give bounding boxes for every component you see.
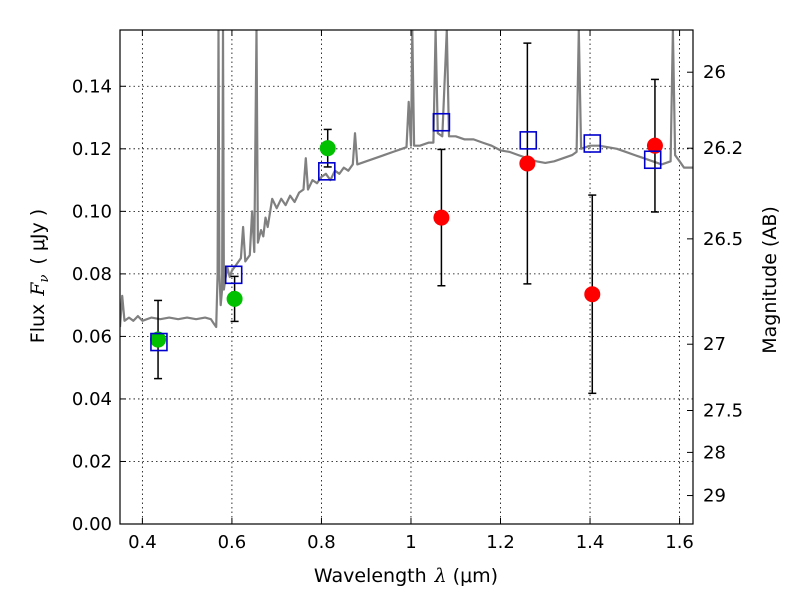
- right-tick-label: 26.2: [703, 138, 743, 159]
- data-point: [150, 331, 167, 348]
- model-point: [643, 150, 662, 170]
- y-tick-label: 0.08: [72, 264, 112, 285]
- y-tick-label: 0.06: [72, 326, 112, 347]
- model-point: [318, 162, 336, 181]
- model-point: [150, 332, 168, 352]
- right-tick-label: 29: [703, 486, 726, 507]
- right-tick-label: 26: [703, 62, 726, 83]
- right-tick-label: 27: [703, 334, 726, 355]
- y-tick-label: 0.12: [72, 139, 112, 160]
- x-tick-label: 1.6: [665, 532, 694, 553]
- x-axis-label: Wavelength λ (μm): [314, 565, 498, 587]
- x-tick-label: 1.4: [576, 532, 605, 553]
- data-point: [584, 286, 601, 303]
- data-point: [226, 290, 243, 307]
- right-tick-label: 27.5: [703, 401, 743, 422]
- y-tick-label: 0.14: [72, 76, 112, 97]
- x-tick-label: 1: [405, 532, 416, 553]
- tick-layer: 0.4 0.6 0.8 1 1.2 1.4 1.6 0.00 0.02 0.04 0.06 0.08 0…: [72, 30, 743, 553]
- y-tick-label: 0.00: [72, 514, 112, 535]
- marker-layer: [150, 112, 663, 352]
- plot-frame: [119, 29, 694, 525]
- y-tick-label: 0.10: [72, 201, 112, 222]
- x-tick-label: 1.2: [486, 532, 515, 553]
- data-point: [433, 209, 450, 226]
- model-point: [224, 265, 243, 285]
- data-point: [519, 155, 536, 172]
- y-tick-label: 0.04: [72, 389, 112, 410]
- y-tick-label: 0.02: [72, 451, 112, 472]
- right-axis-label: Magnitude (AB): [759, 206, 781, 354]
- model-point: [583, 134, 602, 153]
- model-point: [519, 131, 538, 150]
- right-tick-label: 26.5: [703, 229, 743, 250]
- x-tick-label: 0.8: [307, 532, 336, 553]
- data-point: [319, 140, 336, 157]
- y-axis-label: FluxFν( μJy ): [27, 209, 52, 343]
- right-tick-label: 28: [703, 442, 726, 463]
- data-point: [646, 137, 663, 154]
- x-tick-label: 0.4: [128, 532, 157, 553]
- x-tick-label: 0.6: [218, 532, 247, 553]
- model-point: [432, 112, 451, 132]
